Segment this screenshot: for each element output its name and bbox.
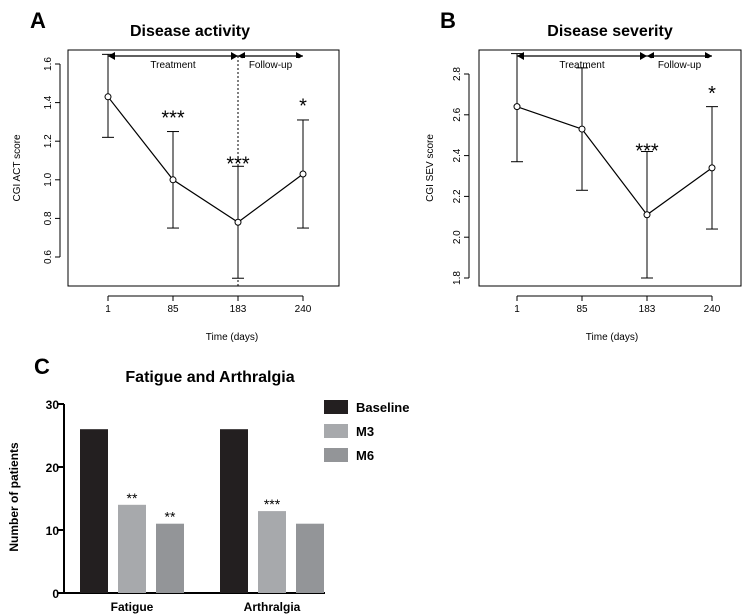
panel-a-series-line: [107, 96, 304, 223]
panel-c-legend-label: M3: [356, 424, 374, 439]
panel-b-data-point: [708, 164, 716, 172]
panel-label-c: C: [34, 354, 50, 379]
panel-c-y-axis-title: Number of patients: [7, 442, 21, 552]
panel-c-y-tick-label: 20: [46, 461, 60, 475]
panel-a-x-tick-label: 85: [167, 304, 179, 315]
panel-b-data-point: [643, 211, 651, 219]
panel-b-plot-frame: [478, 49, 742, 287]
panel-b-phase-label-bg: [553, 58, 611, 70]
panel-a-data-point: [234, 218, 242, 226]
panel-a-y-tick-label: 1.4: [43, 95, 54, 109]
panel-b-y-tick-label: 2.4: [452, 148, 463, 162]
panel-c-y-tick-label: 30: [46, 398, 60, 412]
panel-b-phase-label-bg: [651, 58, 708, 70]
panel-b-x-axis-title: Time (days): [586, 332, 638, 343]
panel-a-phase-label-bg: [242, 58, 299, 70]
panel-c-bar-m6: [156, 523, 184, 593]
panel-c-legend-swatch: [324, 424, 348, 438]
panel-c-legend-swatch: [324, 448, 348, 462]
panel-a-y-tick-label: 1.6: [43, 57, 54, 71]
panel-a: A Disease activity Time (days) CGI ACT s…: [12, 8, 340, 343]
panel-a-y-tick-label: 0.8: [43, 211, 54, 225]
panel-a-plot-frame: [67, 49, 340, 287]
panel-c-bar-m3: [118, 504, 146, 593]
panel-b-x-tick-label: 183: [639, 304, 656, 315]
panel-c: C Fatigue and Arthralgia Number of patie…: [7, 354, 409, 614]
panel-a-phase-label-bg: [144, 58, 202, 70]
panel-label-b: B: [440, 8, 456, 33]
panel-a-data-point: [104, 93, 112, 101]
panel-a-x-axis-title: Time (days): [206, 332, 258, 343]
panel-a-title: Disease activity: [130, 23, 250, 40]
panel-c-bar-m3: [258, 511, 286, 593]
panel-c-bar-baseline: [80, 429, 108, 593]
panel-a-y-tick-label: 0.6: [43, 250, 54, 264]
panel-b-y-tick-label: 1.8: [452, 271, 463, 285]
panel-b-x-tick-label: 1: [514, 304, 520, 315]
panel-a-phase-arrow-start: [108, 52, 115, 60]
panel-a-x-tick-label: 1: [105, 304, 111, 315]
panel-a-data-layer: 0.6 0.8 1.0 1.2 1.4 1.6 1 85 183 240 Treatment Foll…: [43, 52, 312, 315]
panel-c-y-tick-label: 0: [52, 587, 59, 601]
panel-b-phase-arrow-end: [640, 52, 647, 60]
panel-b-significance-marker: ***: [635, 140, 659, 162]
panel-a-y-tick-label: 1.2: [43, 134, 54, 148]
panel-b: B Disease severity Time (days) CGI SEV s…: [425, 8, 742, 343]
panel-c-legend-swatch: [324, 400, 348, 414]
panel-b-data-layer: 1.8 2.0 2.2 2.4 2.6 2.8 1 85 183 240 Treatment Foll…: [452, 52, 721, 315]
panel-c-bar-m6: [296, 523, 324, 593]
panel-b-significance-marker: *: [708, 83, 716, 105]
panel-c-title: Fatigue and Arthralgia: [125, 369, 294, 386]
panel-b-data-point: [513, 103, 521, 111]
panel-b-y-tick-label: 2.6: [452, 107, 463, 121]
panel-a-data-point: [299, 170, 307, 178]
panel-a-phase-label: Treatment: [150, 60, 195, 71]
panel-a-significance-marker: ***: [226, 154, 250, 176]
panel-a-data-point: [169, 176, 177, 184]
panel-c-x-tick-label: Fatigue: [111, 600, 154, 614]
panel-b-y-tick-label: 2.0: [452, 230, 463, 244]
panel-c-data-layer: 0 10 20 30 ** ** Fatigue *** Arthralgia Baseline M…: [46, 398, 410, 614]
panel-c-legend-label: M6: [356, 448, 374, 463]
panel-b-x-tick-label: 85: [576, 304, 588, 315]
panel-c-significance-marker: **: [127, 490, 138, 506]
panel-b-phase-label: Treatment: [559, 60, 604, 71]
panel-c-y-tick-label: 10: [46, 524, 60, 538]
panel-b-phase-label: Follow-up: [658, 60, 702, 71]
panel-a-y-tick-label: 1.0: [43, 172, 54, 186]
panel-c-bar-baseline: [220, 429, 248, 593]
panel-b-series-line: [516, 106, 713, 216]
panel-a-x-tick-label: 240: [295, 304, 312, 315]
panel-b-title: Disease severity: [547, 23, 673, 40]
panel-c-x-tick-label: Arthralgia: [244, 600, 301, 614]
panel-c-significance-marker: ***: [264, 496, 281, 512]
panel-a-y-axis-title: CGI ACT score: [12, 134, 23, 201]
panel-a-significance-marker: ***: [161, 107, 185, 129]
panel-b-data-point: [578, 125, 586, 133]
panel-a-phase-arrow-end: [231, 52, 238, 60]
panel-c-legend-label: Baseline: [356, 400, 409, 415]
panel-label-a: A: [30, 8, 46, 33]
panel-a-x-tick-label: 183: [230, 304, 247, 315]
panel-b-y-axis-title: CGI SEV score: [425, 134, 436, 202]
panel-b-y-tick-label: 2.8: [452, 67, 463, 81]
panel-b-y-tick-label: 2.2: [452, 189, 463, 203]
panel-b-x-tick-label: 240: [704, 304, 721, 315]
panel-c-significance-marker: **: [165, 509, 176, 525]
panel-a-phase-label: Follow-up: [249, 60, 293, 71]
panel-a-significance-marker: *: [299, 96, 307, 118]
